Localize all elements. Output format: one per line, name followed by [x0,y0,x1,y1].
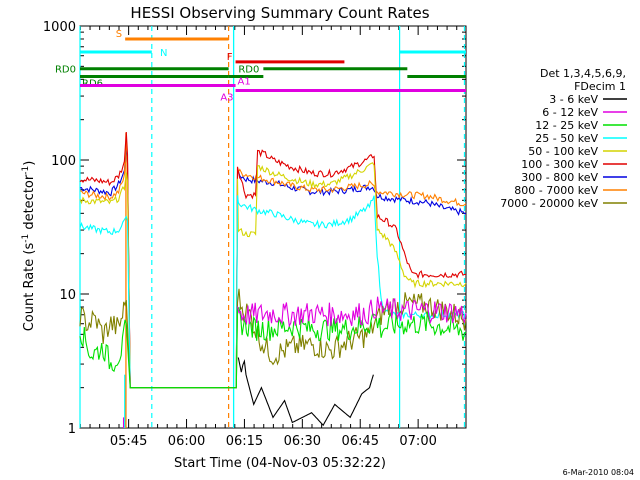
legend-label: 6 - 12 keV [542,106,598,119]
y-tick-label: 1 [68,422,76,437]
series-curve [79,195,467,389]
state-bar-label: RD0 [55,65,76,76]
ylabel-main: Count Rate (s [22,243,37,332]
legend-header: FDecim 1 [574,80,626,93]
x-tick-label: 06:15 [226,434,263,449]
state-bar-label: F [227,52,233,63]
chart-title: HESSI Observing Summary Count Rates [130,4,429,22]
ylabel-sup2: -1 [21,166,31,175]
series-curve [79,146,467,389]
ylabel-end: ) [22,161,37,166]
x-tick-label: 06:00 [168,434,205,449]
x-tick-label: 06:45 [342,434,379,449]
y-tick-label: 100 [51,154,76,169]
y-axis-label: Count Rate (s-1 detector-1) [21,161,37,332]
ylabel-mid: detector [22,174,37,234]
state-bar-label: N [160,48,167,59]
ylabel-sup1: -1 [21,234,31,243]
series-curve [79,306,467,389]
series-curve [79,162,467,389]
x-tick-label: 06:30 [284,434,321,449]
state-bar-label: A1 [238,76,251,87]
state-bar-label: RD0 [238,65,259,76]
legend-label: 25 - 50 keV [535,132,598,145]
timestamp: 6-Mar-2010 08:04 [563,468,634,477]
legend-label: 7000 - 20000 keV [500,197,598,210]
series-curve [79,131,466,389]
svg-text:Count Rate (s-1 detector-1): Count Rate (s-1 detector-1) [21,161,37,332]
y-tick-label: 1000 [43,20,76,35]
series-curve [236,296,467,328]
series-curve [237,357,374,427]
legend-label: 300 - 800 keV [521,171,598,184]
x-tick-label: 05:45 [110,434,147,449]
x-axis-label: Start Time (04-Nov-03 05:32:22) [174,456,386,471]
legend-label: 100 - 300 keV [521,158,598,171]
legend-label: 3 - 6 keV [549,93,598,106]
x-tick-label: 07:00 [399,434,436,449]
legend-label: 12 - 25 keV [535,119,598,132]
legend-header: Det 1,3,4,5,6,9, [540,67,626,80]
legend-label: 50 - 100 keV [528,145,598,158]
y-tick-label: 10 [59,288,76,303]
legend-label: 800 - 7000 keV [514,184,598,197]
state-bar-label: A3 [220,93,233,104]
state-bar-label: S [116,29,122,40]
plot-area: 1 10 100 1000 05:45 06:00 06:15 06:30 06:45 07:00… [43,20,467,449]
